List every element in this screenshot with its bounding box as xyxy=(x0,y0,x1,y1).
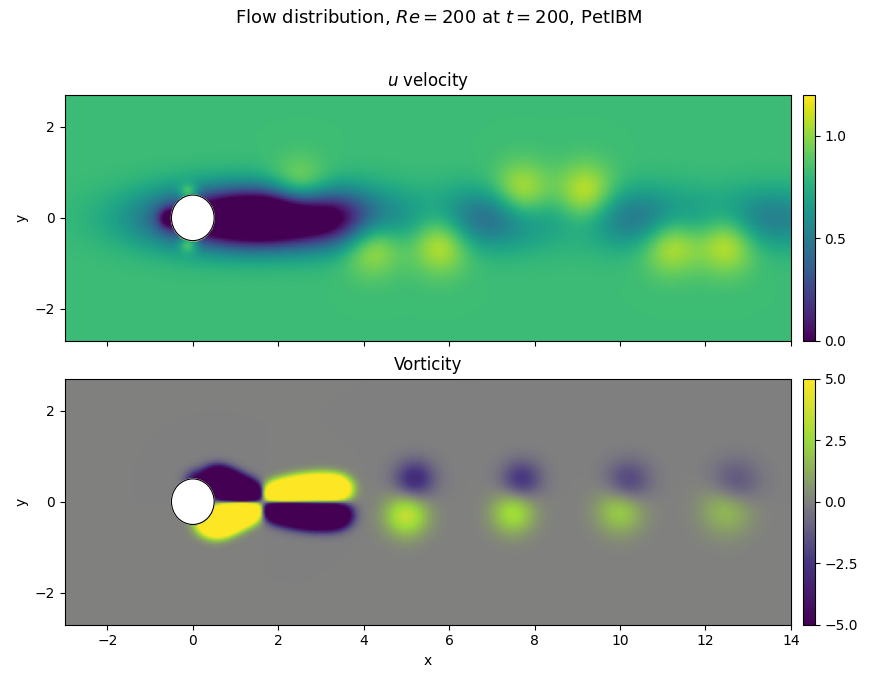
Circle shape xyxy=(172,195,214,240)
Title: Vorticity: Vorticity xyxy=(394,357,462,374)
Circle shape xyxy=(172,479,214,525)
Title: $u$ velocity: $u$ velocity xyxy=(387,70,469,92)
Text: Flow distribution, $Re = 200$ at $t = 200$, PetIBM: Flow distribution, $Re = 200$ at $t = 20… xyxy=(235,7,642,27)
Y-axis label: y: y xyxy=(15,214,29,222)
Y-axis label: y: y xyxy=(15,498,29,506)
X-axis label: x: x xyxy=(424,654,431,668)
